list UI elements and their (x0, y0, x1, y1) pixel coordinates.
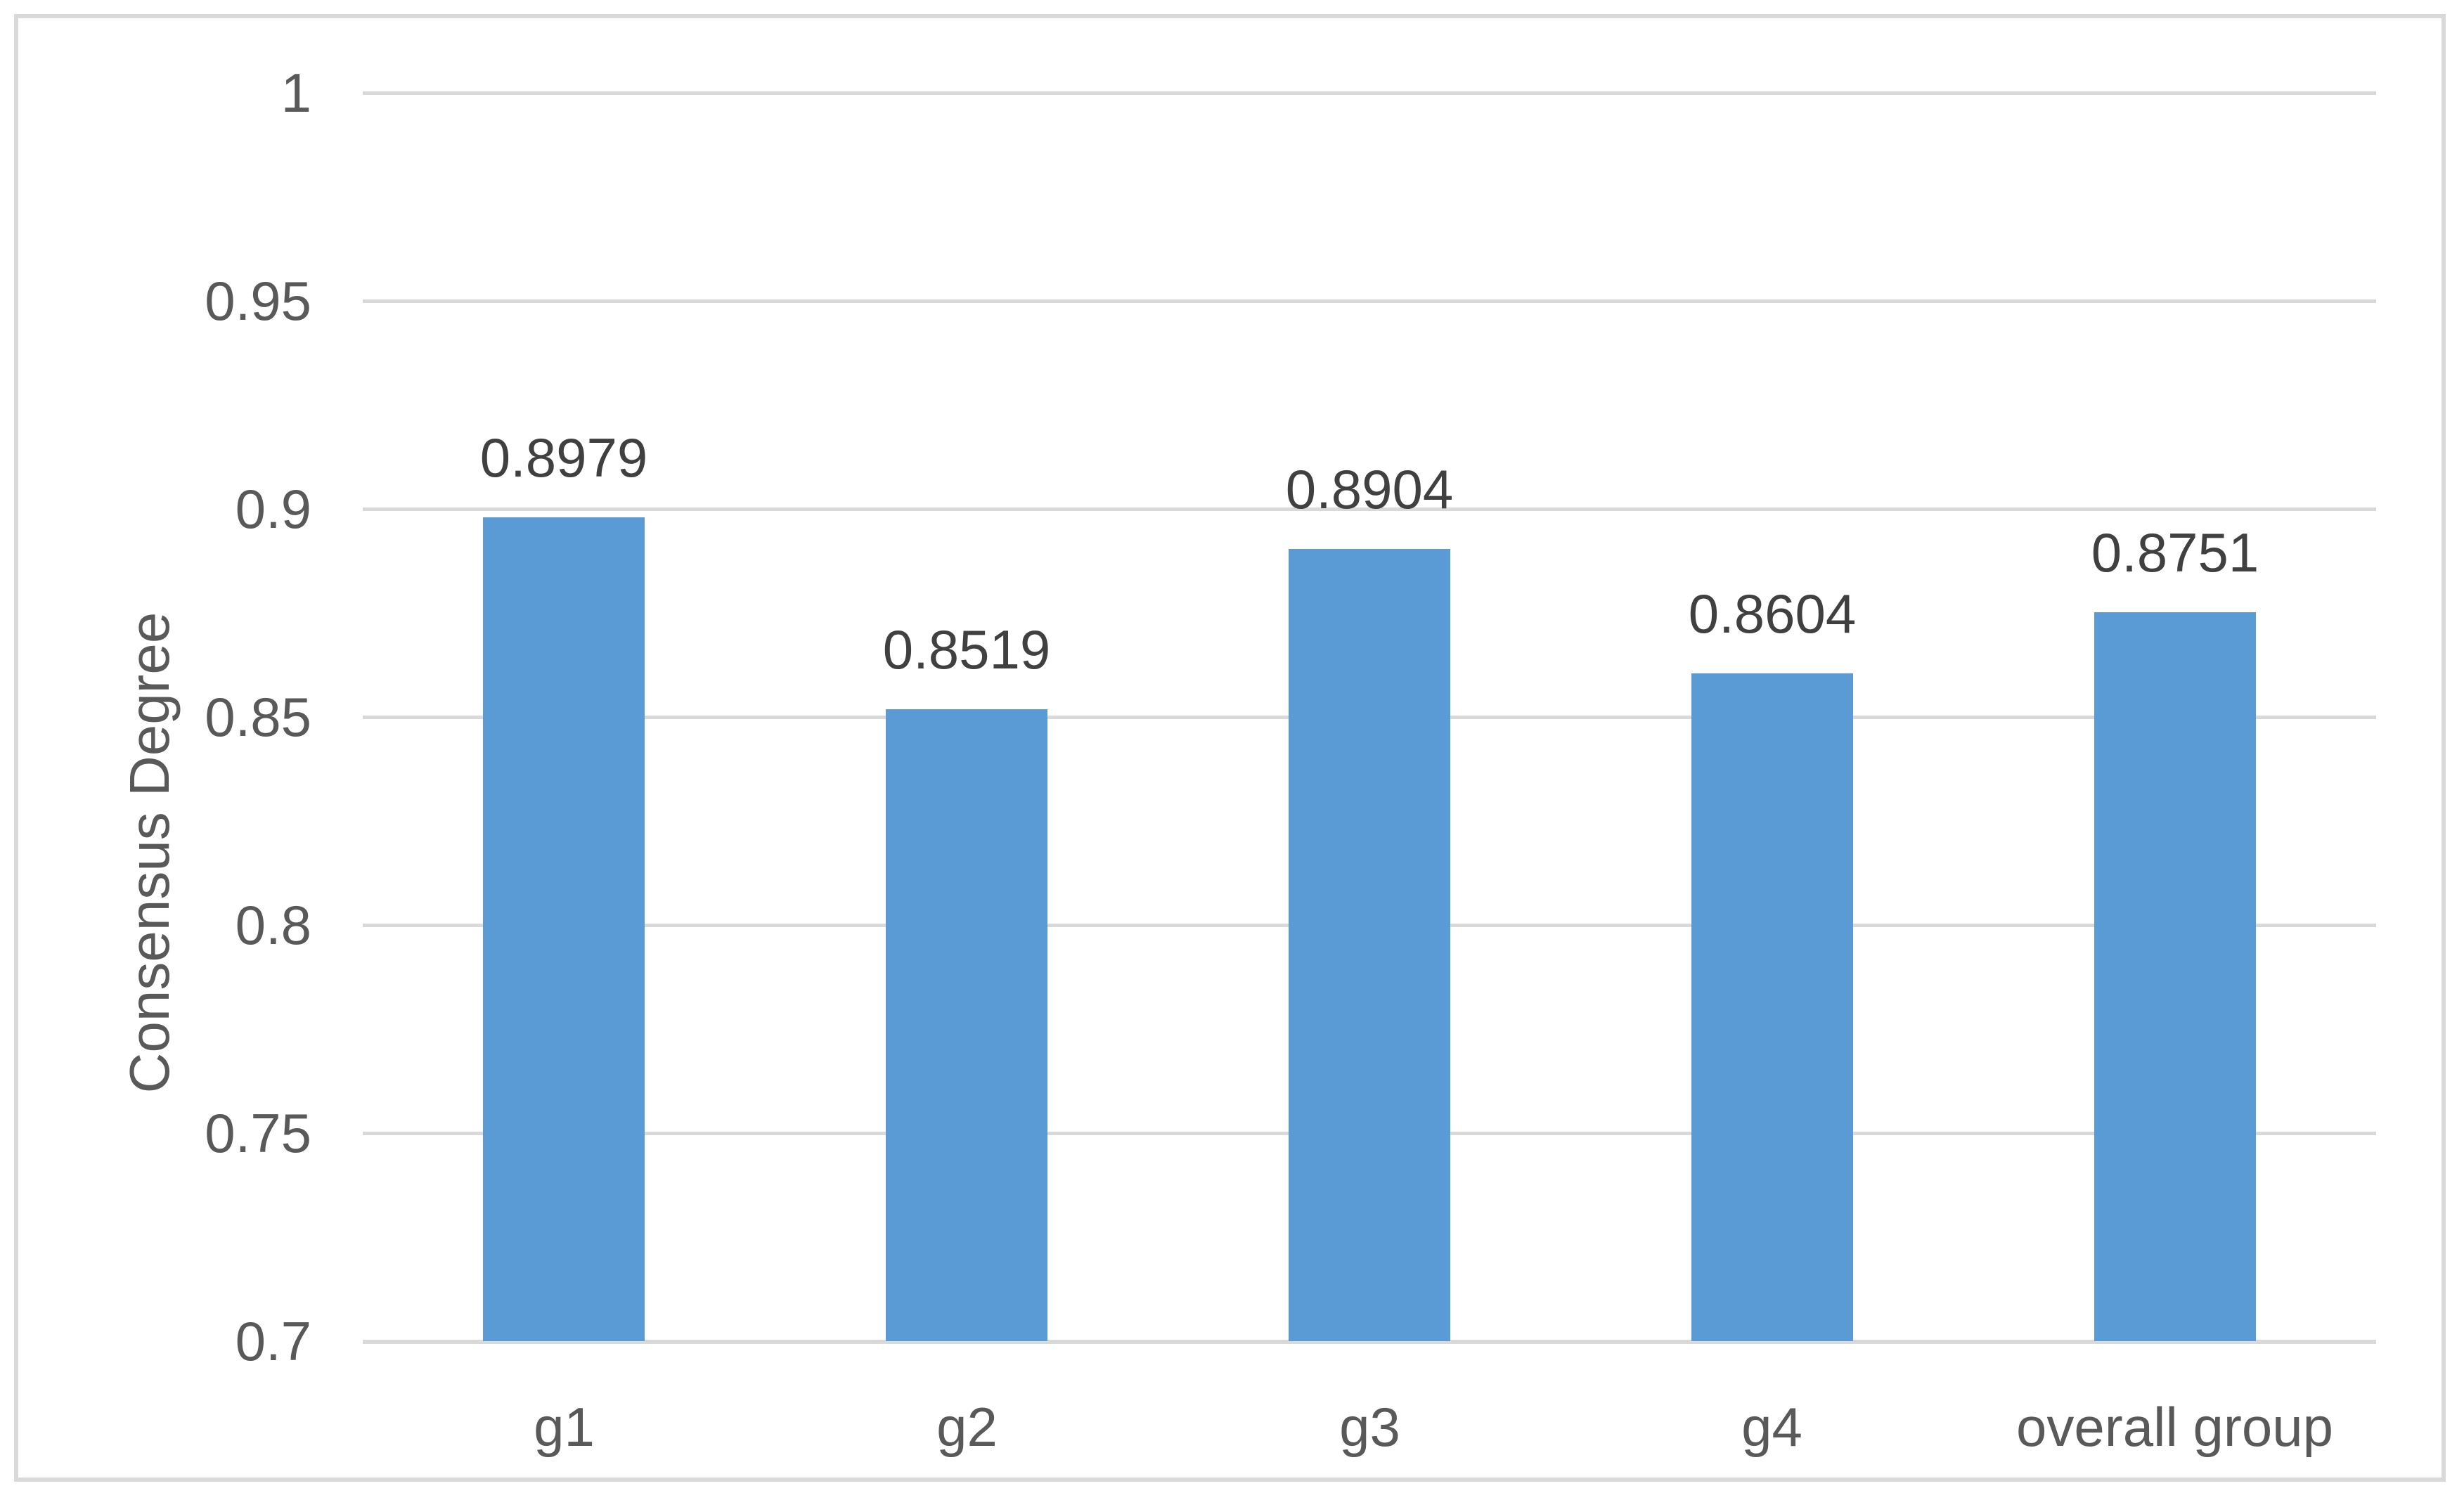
y-tick-label: 0.7 (235, 1310, 311, 1372)
bar-value-label: 0.8904 (1285, 458, 1454, 520)
y-tick-label: 1 (280, 62, 311, 124)
bar-g2 (886, 709, 1047, 1341)
y-tick-label: 0.95 (205, 270, 311, 332)
gridline (363, 91, 2376, 95)
x-category-label: g2 (936, 1396, 998, 1458)
bar-value-label: 0.8519 (882, 619, 1051, 680)
bar-value-label: 0.8751 (2091, 522, 2259, 583)
y-tick-label: 0.75 (205, 1102, 311, 1164)
y-tick-label: 0.8 (235, 894, 311, 956)
bar-overall-group (2094, 612, 2256, 1341)
y-tick-label: 0.9 (235, 478, 311, 540)
y-tick-label: 0.85 (205, 686, 311, 748)
chart-frame-border (14, 14, 2446, 1482)
bar-g1 (483, 517, 645, 1341)
y-axis-title: Consensus Degree (118, 612, 181, 1094)
x-category-label: g4 (1741, 1396, 1802, 1458)
gridline (363, 507, 2376, 511)
bar-g3 (1289, 549, 1450, 1341)
x-category-label: overall group (2016, 1396, 2333, 1458)
bar-g4 (1691, 673, 1853, 1341)
x-category-label: g3 (1339, 1396, 1400, 1458)
x-category-label: g1 (534, 1396, 595, 1458)
gridline (363, 299, 2376, 303)
bar-value-label: 0.8604 (1688, 583, 1857, 645)
x-axis-line (363, 1340, 2376, 1344)
bar-value-label: 0.8979 (479, 427, 648, 489)
